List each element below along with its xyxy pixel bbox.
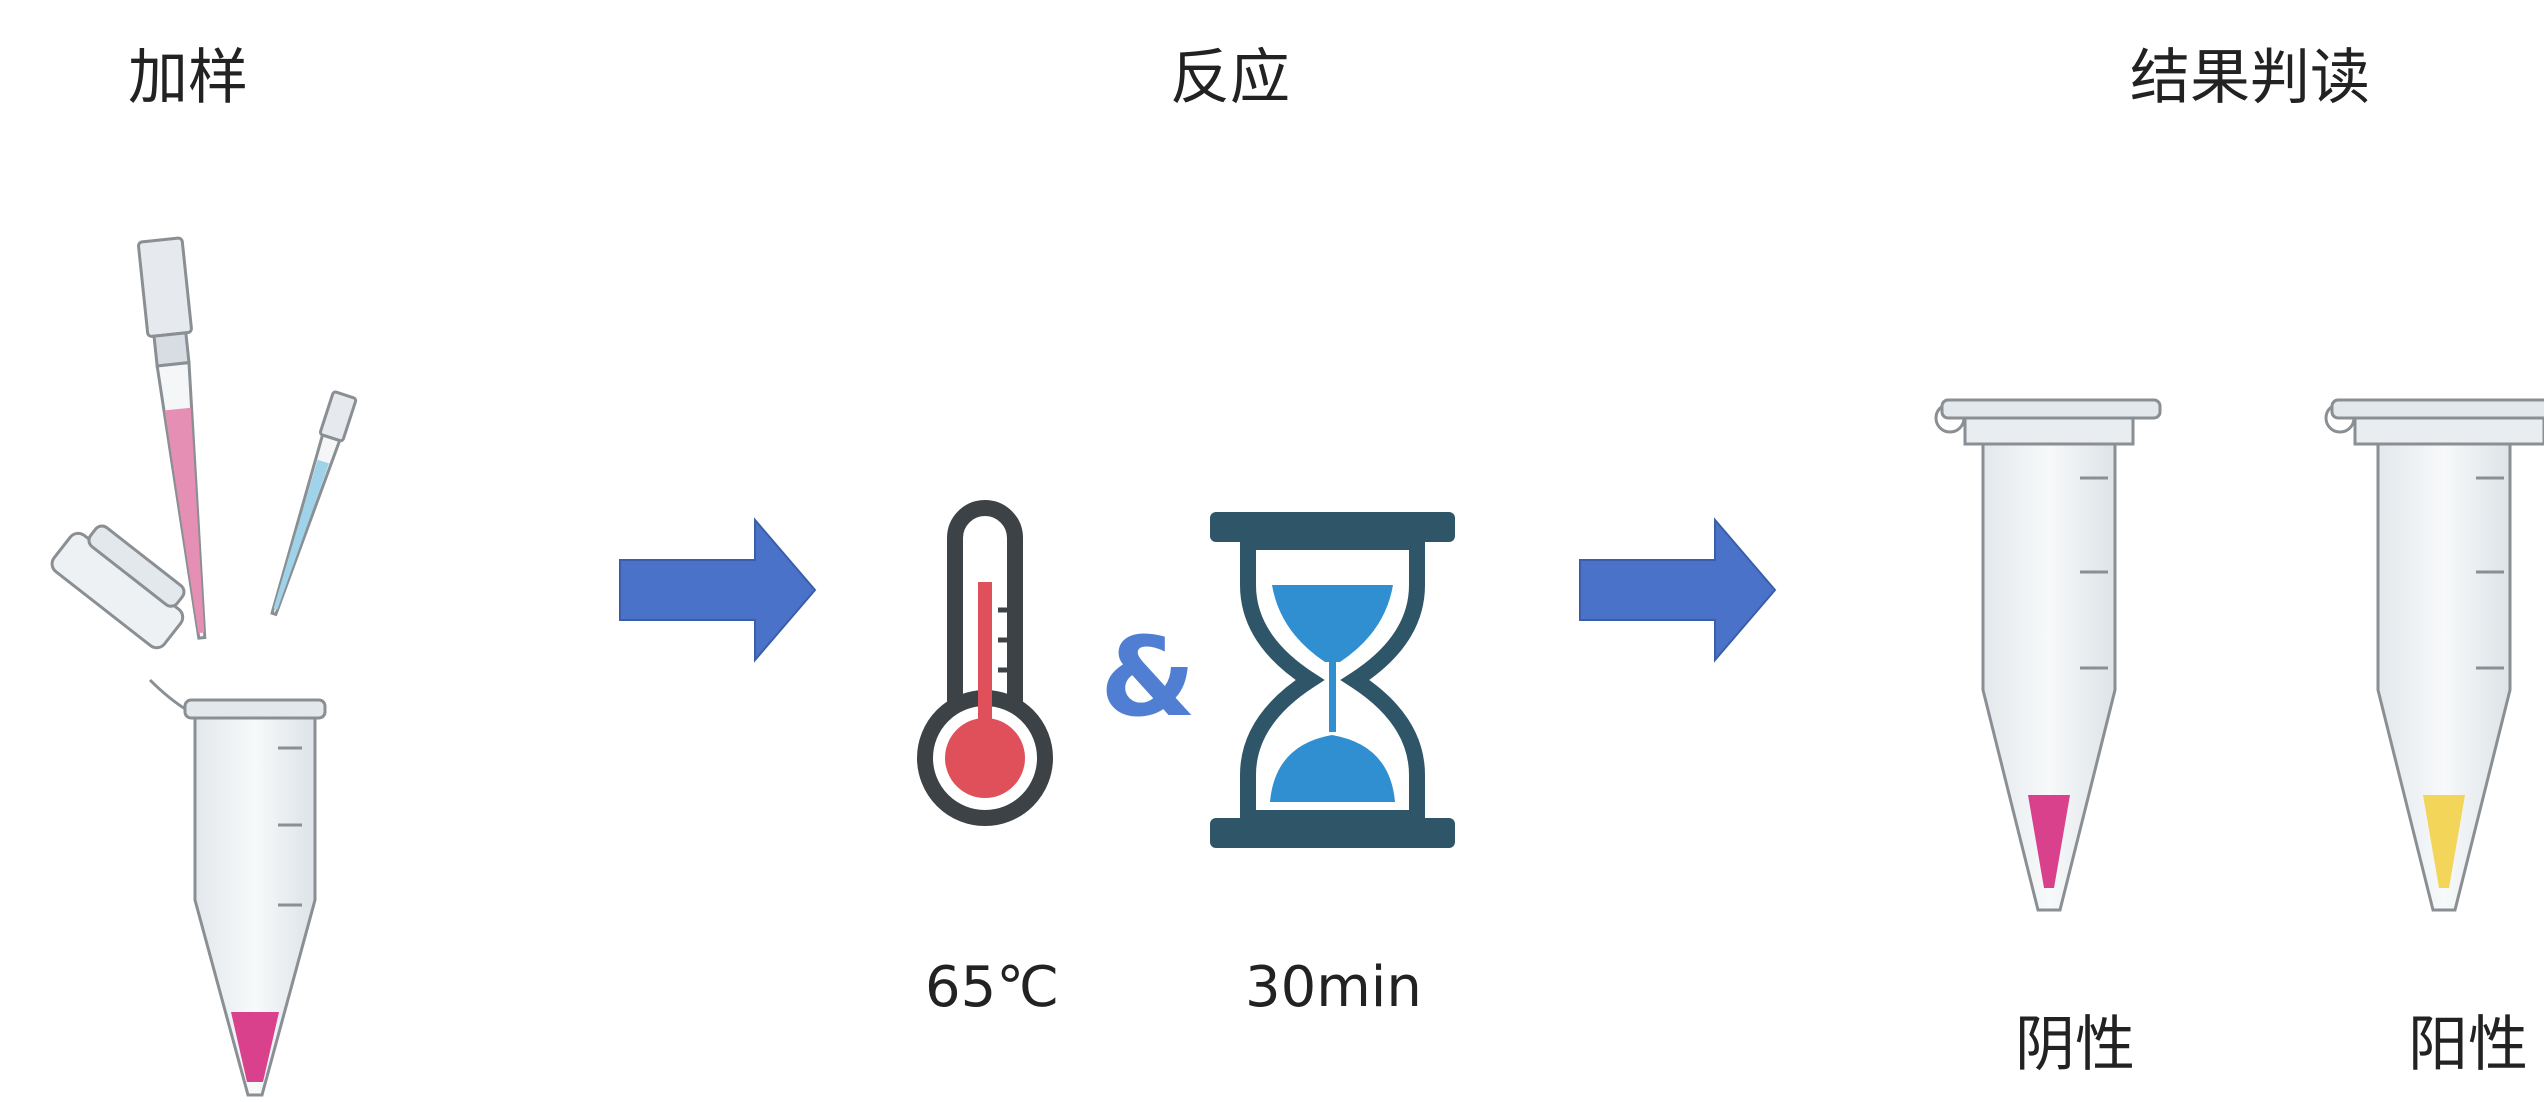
arrow-right-icon [1579, 517, 1777, 663]
arrow-right-icon [619, 517, 817, 663]
step-title-reaction: 反应 [1170, 43, 1290, 113]
thermometer-icon [917, 500, 1053, 826]
hourglass-icon [1210, 512, 1455, 848]
time-caption: 30min [1245, 955, 1422, 1020]
temperature-caption: 65℃ [925, 955, 1060, 1020]
positive-caption: 阳性 [2408, 1010, 2528, 1080]
step-title-read-result: 结果判读 [2130, 43, 2370, 113]
step-title-add-sample: 加样 [128, 43, 248, 113]
tube-icon [1934, 398, 2162, 912]
connector-ampersand: & [1100, 613, 1196, 741]
tube-icon [2324, 398, 2544, 912]
pipette-icon [137, 236, 358, 640]
tube-icon [50, 524, 327, 1097]
negative-caption: 阴性 [2015, 1010, 2135, 1080]
